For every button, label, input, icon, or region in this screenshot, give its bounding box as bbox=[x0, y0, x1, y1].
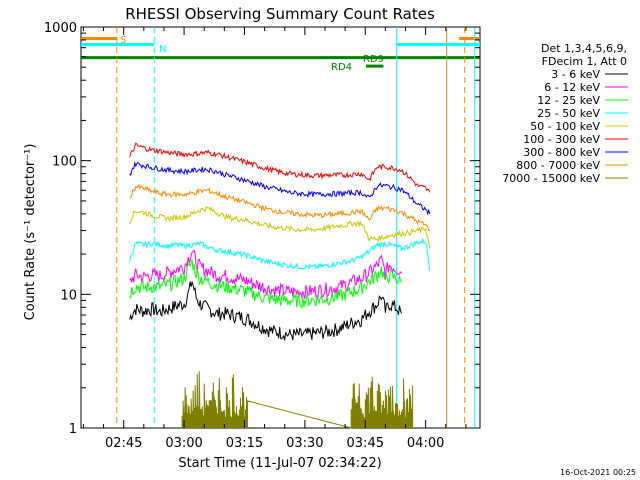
flag-layer bbox=[81, 37, 480, 68]
annotation-layer: S N RD9 RD4 bbox=[120, 35, 384, 73]
series-line-8 bbox=[181, 371, 414, 429]
legend: Det 1,3,4,5,6,9, FDecim 1, Att 0 3 - 6 k… bbox=[502, 42, 628, 185]
legend-label: 12 - 25 keV bbox=[537, 94, 600, 107]
series-line-3 bbox=[129, 237, 431, 271]
series-line-5 bbox=[129, 142, 431, 193]
series-layer bbox=[129, 142, 431, 429]
plot-frame bbox=[80, 26, 481, 429]
y-axis: 1 10 100 1000 bbox=[44, 21, 480, 437]
legend-label: 6 - 12 keV bbox=[544, 81, 600, 94]
legend-label: 100 - 300 keV bbox=[523, 133, 600, 146]
legend-label: 300 - 800 keV bbox=[523, 146, 600, 159]
series-line-0 bbox=[129, 280, 402, 341]
series-line-1 bbox=[129, 249, 402, 300]
x-axis-label: Start Time (11-Jul-07 02:34:22) bbox=[178, 456, 381, 471]
x-tick-label: 03:45 bbox=[347, 436, 384, 451]
x-tick-label: 03:00 bbox=[165, 436, 202, 451]
legend-label: 800 - 7000 keV bbox=[516, 159, 600, 172]
annotation-rd9: RD9 bbox=[363, 54, 384, 65]
annotation-n: N bbox=[159, 44, 166, 55]
series-line-7 bbox=[129, 183, 430, 232]
annotation-rd4: RD4 bbox=[331, 62, 352, 73]
plot-area: 02:45 03:00 03:15 03:30 03:45 04:00 1 10 100 100… bbox=[44, 21, 481, 451]
x-tick-label: 04:00 bbox=[407, 436, 444, 451]
x-tick-label: 03:30 bbox=[286, 436, 323, 451]
x-axis: 02:45 03:00 03:15 03:30 03:45 04:00 bbox=[82, 27, 467, 451]
y-axis-label: Count Rate (s⁻¹ detector⁻¹) bbox=[23, 144, 38, 321]
legend-label: 50 - 100 keV bbox=[530, 120, 600, 133]
legend-header-line-1: Det 1,3,4,5,6,9, bbox=[541, 42, 627, 55]
y-tick-label: 1000 bbox=[44, 21, 77, 36]
series-line-4 bbox=[129, 205, 431, 249]
chart-title: RHESSI Observing Summary Count Rates bbox=[125, 5, 435, 23]
y-tick-label: 100 bbox=[52, 155, 77, 170]
vline-layer bbox=[116, 27, 476, 428]
footer-timestamp: 16-Oct-2021 00:25 bbox=[560, 468, 636, 477]
annotation-s: S bbox=[120, 35, 126, 46]
legend-label: 25 - 50 keV bbox=[537, 107, 600, 120]
x-tick-label: 03:15 bbox=[226, 436, 263, 451]
legend-label: 7000 - 15000 keV bbox=[502, 172, 600, 185]
series-line-6 bbox=[129, 161, 431, 216]
x-tick-label: 02:45 bbox=[105, 436, 142, 451]
y-tick-label: 10 bbox=[60, 288, 77, 303]
legend-label: 3 - 6 keV bbox=[551, 68, 600, 81]
series-line-2 bbox=[129, 259, 402, 310]
legend-header-line-2: FDecim 1, Att 0 bbox=[542, 55, 627, 68]
y-tick-label: 1 bbox=[69, 422, 77, 437]
